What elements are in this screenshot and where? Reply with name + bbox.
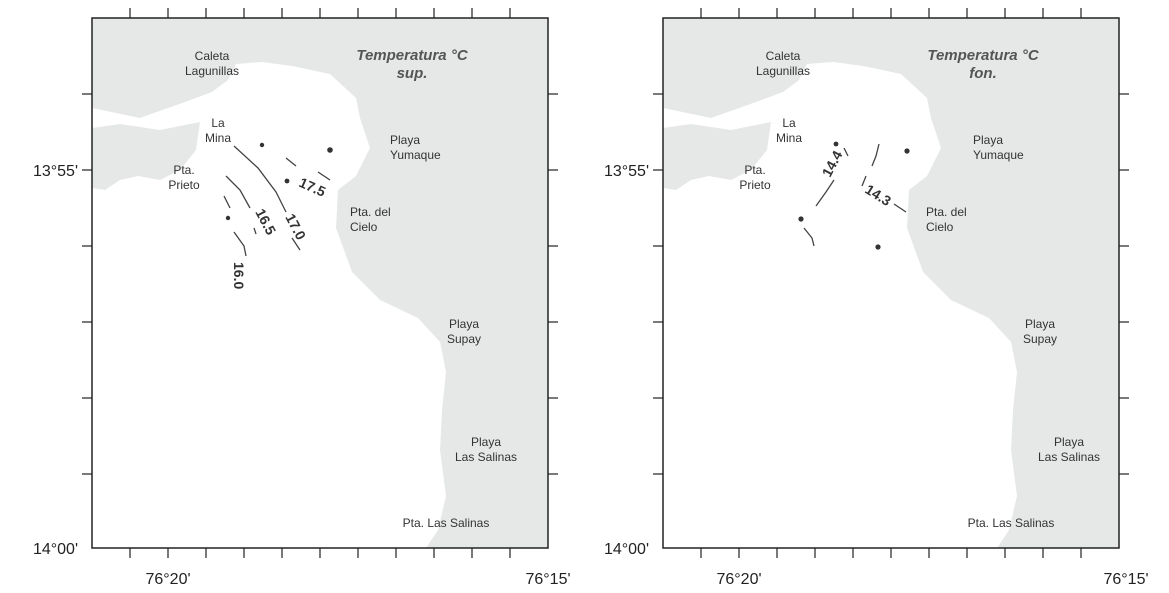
place-playa-yumaque-1: Playa [390, 133, 420, 147]
lat-label-1400: 14°00' [33, 541, 78, 558]
place-playa-las-salinas-2: Las Salinas [1038, 450, 1100, 464]
isotherm-lines [223, 145, 331, 257]
lat-ticks [653, 93, 1129, 475]
place-caleta-lagunillas-1: Caleta [766, 49, 801, 63]
lon-label-7620: 76°20' [145, 571, 190, 588]
isotherm-label-4: 16.0 [231, 262, 247, 289]
place-pta-prieto-2: Prieto [168, 178, 200, 192]
place-pta-prieto-1: Pta. [744, 163, 765, 177]
place-playa-las-salinas-2: Las Salinas [455, 450, 517, 464]
place-playa-yumaque-1: Playa [973, 133, 1003, 147]
map-subtitle: fon. [969, 65, 997, 82]
lat-label-1355: 13°55' [604, 163, 649, 180]
map-subtitle: sup. [397, 65, 428, 82]
map-title: Temperatura °C [356, 47, 468, 64]
place-playa-las-salinas-1: Playa [471, 435, 501, 449]
sea-area [663, 62, 1017, 548]
station-markers [225, 142, 333, 221]
sea-area [92, 62, 446, 548]
place-pta-del-cielo-1: Pta. del [926, 205, 967, 219]
place-la-mina-1: La [211, 116, 225, 130]
sea-inner [160, 122, 236, 196]
lon-label-7620: 76°20' [716, 571, 761, 588]
map-title: Temperatura °C [927, 47, 1039, 64]
place-la-mina-2: Mina [205, 131, 231, 145]
lat-ticks [82, 93, 558, 475]
place-pta-del-cielo-2: Cielo [926, 220, 954, 234]
place-la-mina-2: Mina [776, 131, 802, 145]
place-caleta-lagunillas-2: Lagunillas [756, 64, 810, 78]
place-pta-prieto-1: Pta. [173, 163, 194, 177]
lat-label-1355: 13°55' [33, 163, 78, 180]
sea-inner [731, 122, 807, 196]
map-svg: 13°55' 14°00' 76°20' 76°15' Temperatura … [604, 8, 1149, 588]
place-playa-supay-2: Supay [1023, 332, 1057, 346]
lon-label-7615: 76°15' [525, 571, 570, 588]
map-panel-surface: 13°55' 14°00' 76°20' 76°15' Temperatura … [0, 0, 583, 593]
lat-label-1400: 14°00' [604, 541, 649, 558]
place-pta-prieto-2: Prieto [739, 178, 771, 192]
map-panel-bottom: 13°55' 14°00' 76°20' 76°15' Temperatura … [586, 0, 1169, 593]
place-caleta-lagunillas-1: Caleta [195, 49, 230, 63]
place-playa-las-salinas-1: Playa [1054, 435, 1084, 449]
lon-label-7615: 76°15' [1103, 571, 1148, 588]
place-playa-yumaque-2: Yumaque [390, 148, 441, 162]
place-pta-las-salinas: Pta. Las Salinas [968, 516, 1055, 530]
place-playa-supay-1: Playa [1025, 317, 1055, 331]
place-pta-del-cielo-2: Cielo [350, 220, 378, 234]
map-svg: 13°55' 14°00' 76°20' 76°15' Temperatura … [33, 8, 571, 588]
place-playa-yumaque-2: Yumaque [973, 148, 1024, 162]
isotherm-lines [803, 143, 907, 247]
place-playa-supay-1: Playa [449, 317, 479, 331]
station-markers [798, 141, 910, 250]
place-pta-del-cielo-1: Pta. del [350, 205, 391, 219]
place-playa-supay-2: Supay [447, 332, 481, 346]
place-pta-las-salinas: Pta. Las Salinas [403, 516, 490, 530]
place-la-mina-1: La [782, 116, 796, 130]
lon-ticks [129, 8, 511, 558]
place-caleta-lagunillas-2: Lagunillas [185, 64, 239, 78]
lon-ticks [700, 8, 1082, 558]
